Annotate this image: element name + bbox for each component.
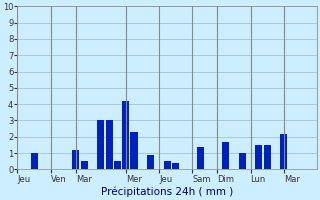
Bar xyxy=(239,153,246,169)
Bar xyxy=(255,145,262,169)
Bar xyxy=(264,145,271,169)
Bar xyxy=(72,150,79,169)
Bar xyxy=(97,120,104,169)
Bar xyxy=(131,132,138,169)
Bar xyxy=(164,161,171,169)
Bar xyxy=(197,147,204,169)
Bar xyxy=(147,155,154,169)
Bar xyxy=(30,153,38,169)
Bar xyxy=(106,120,113,169)
Bar xyxy=(222,142,229,169)
Bar xyxy=(81,161,88,169)
Bar xyxy=(122,101,129,169)
Bar xyxy=(172,163,179,169)
Bar xyxy=(280,134,287,169)
X-axis label: Précipitations 24h ( mm ): Précipitations 24h ( mm ) xyxy=(101,187,234,197)
Bar xyxy=(114,161,121,169)
